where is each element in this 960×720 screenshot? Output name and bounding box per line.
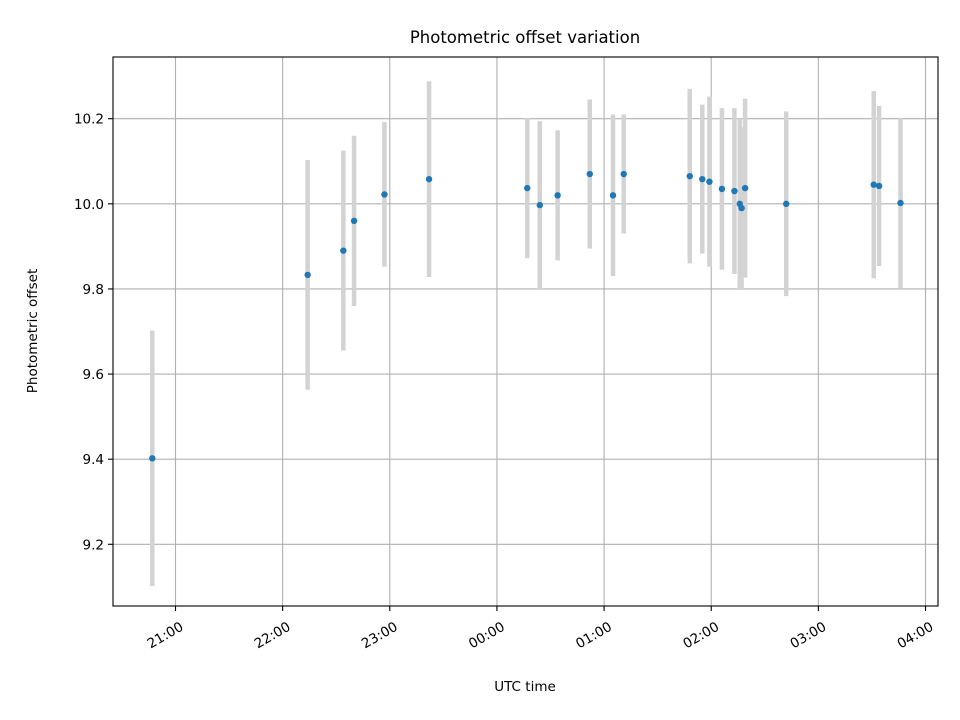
data-point: [620, 170, 627, 178]
data-point: [699, 175, 706, 183]
y-axis-label: Photometric offset: [25, 269, 41, 393]
y-tick-label: 10.2: [74, 112, 104, 128]
data-point: [350, 217, 358, 225]
data-point: [586, 170, 593, 178]
plot-frame: [112, 56, 939, 607]
data-point: [718, 185, 726, 193]
data-point: [536, 201, 543, 209]
data-point: [875, 182, 883, 190]
y-tick-label: 9.2: [83, 537, 104, 553]
data-point: [425, 175, 433, 183]
data-point: [897, 199, 904, 207]
data-point: [686, 172, 693, 180]
data-point: [738, 204, 745, 212]
data-point: [609, 192, 617, 199]
data-point: [783, 200, 790, 208]
data-point: [149, 455, 156, 462]
y-tick-label: 9.4: [83, 452, 104, 468]
data-point: [870, 181, 877, 188]
y-tick-label: 10.0: [74, 197, 104, 213]
chart-title: Photometric offset variation: [410, 28, 640, 47]
y-axis-ticks: 9.2 9.4 9.6 9.8 10.0 10.2: [74, 112, 113, 553]
data-point: [706, 178, 713, 185]
y-tick-label: 9.8: [83, 282, 104, 298]
data-point: [381, 191, 388, 198]
data-point: [741, 184, 749, 192]
data-point: [524, 184, 531, 192]
data-point: [340, 247, 347, 254]
x-axis-label: UTC time: [494, 679, 556, 695]
data-point: [731, 187, 738, 195]
data-point: [554, 192, 561, 199]
y-tick-label: 9.6: [83, 367, 104, 383]
data-points: [149, 170, 904, 462]
data-point: [304, 271, 311, 279]
